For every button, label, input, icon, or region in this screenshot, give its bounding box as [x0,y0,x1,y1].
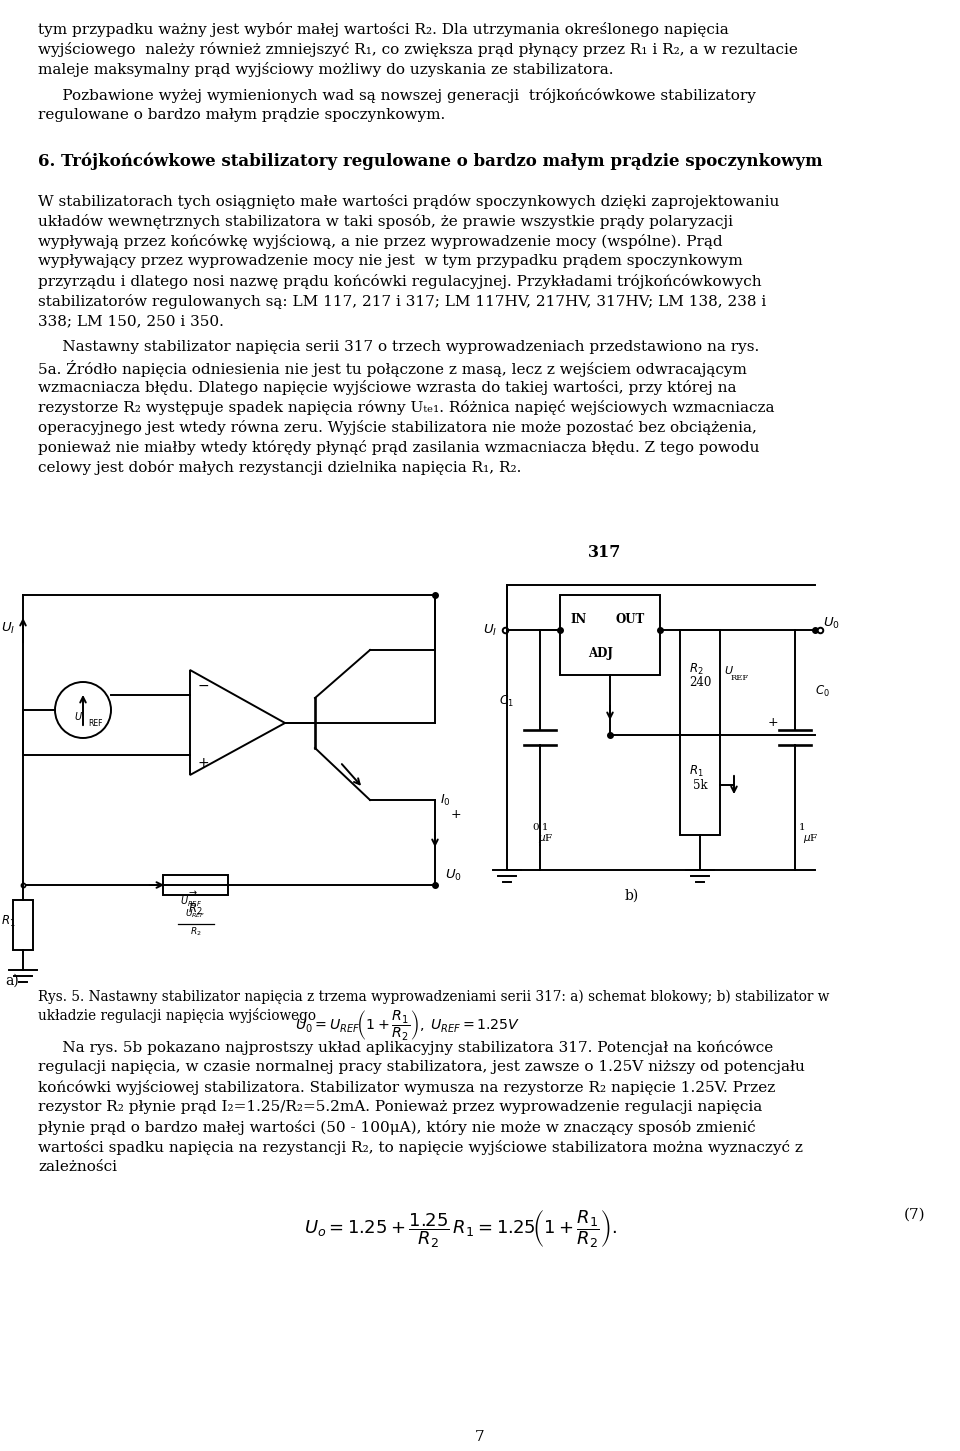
Text: 0.1: 0.1 [532,823,548,831]
Text: wzmacniacza błędu. Dlatego napięcie wyjściowe wzrasta do takiej wartości, przy k: wzmacniacza błędu. Dlatego napięcie wyjś… [38,380,736,395]
Text: Pozbawione wyżej wymienionych wad są nowszej generacji  trójkońcówkowe stabiliza: Pozbawione wyżej wymienionych wad są now… [38,89,756,103]
Bar [560,595,660,675]
Text: $\mu$F: $\mu$F [803,831,819,844]
Text: REF: REF [731,675,749,682]
Text: $-$: $-$ [197,678,209,692]
Text: Rys. 5. Nastawny stabilizator napięcia z trzema wyprowadzeniami serii 317: a) sc: Rys. 5. Nastawny stabilizator napięcia z… [38,990,829,1004]
Text: $U_0$: $U_0$ [823,615,840,631]
Text: ponieważ nie miałby wtedy którędy płynąć prąd zasilania wzmacniacza błędu. Z teg: ponieważ nie miałby wtedy którędy płynąć… [38,440,759,456]
Text: $R_1$: $R_1$ [1,914,15,929]
Text: $+$: $+$ [450,808,461,821]
Text: wypływający przez wyprowadzenie mocy nie jest  w tym przypadku prądem spoczynkow: wypływający przez wyprowadzenie mocy nie… [38,254,743,268]
Text: układów wewnętrznych stabilizatora w taki sposób, że prawie wszystkie prądy pola: układów wewnętrznych stabilizatora w tak… [38,213,733,229]
Text: $\overrightarrow{U_{REF}}$: $\overrightarrow{U_{REF}}$ [180,889,203,908]
Text: maleje maksymalny prąd wyjściowy możliwy do uzyskania ze stabilizatora.: maleje maksymalny prąd wyjściowy możliwy… [38,62,613,77]
Bar [680,630,720,736]
Text: wypływają przez końcówkę wyjściową, a nie przez wyprowadzenie mocy (wspólne). Pr: wypływają przez końcówkę wyjściową, a ni… [38,234,723,250]
Text: Nastawny stabilizator napięcia serii 317 o trzech wyprowadzeniach przedstawiono : Nastawny stabilizator napięcia serii 317… [38,340,759,354]
Text: 240: 240 [689,676,711,689]
Text: $R_2$: $R_2$ [688,662,704,676]
Text: $+$: $+$ [767,717,779,730]
Text: $\mu$F: $\mu$F [538,831,554,844]
Bar [163,875,228,895]
Text: rezystorze R₂ występuje spadek napięcia równy Uₜₑ₁. Różnica napięć wejściowych w: rezystorze R₂ występuje spadek napięcia … [38,400,775,415]
Bar [680,736,720,834]
Text: OUT: OUT [615,612,644,625]
Text: $U_0 = U_{REF}\!\left(1+\dfrac{R_1}{R_2}\right),\;U_{REF} = 1.25V$: $U_0 = U_{REF}\!\left(1+\dfrac{R_1}{R_2}… [295,1008,520,1042]
Text: $R_2$: $R_2$ [190,924,202,937]
Text: b): b) [625,889,639,903]
Text: operacyjnego jest wtedy równa zeru. Wyjście stabilizatora nie może pozostać bez : operacyjnego jest wtedy równa zeru. Wyjś… [38,419,756,435]
Text: REF: REF [88,718,103,727]
Text: IN: IN [570,612,587,625]
Text: $R_2$: $R_2$ [188,903,203,917]
Text: W stabilizatorach tych osiągnięto małe wartości prądów spoczynkowych dzięki zapr: W stabilizatorach tych osiągnięto małe w… [38,194,780,209]
Text: 6. Trójkońcówkowe stabilizatory regulowane o bardzo małym prądzie spoczynkowym: 6. Trójkońcówkowe stabilizatory regulowa… [38,152,823,170]
Text: $I_0$: $I_0$ [440,792,450,808]
Text: układzie regulacji napięcia wyjściowego: układzie regulacji napięcia wyjściowego [38,1008,316,1023]
Text: końcówki wyjściowej stabilizatora. Stabilizator wymusza na rezystorze R₂ napięci: końcówki wyjściowej stabilizatora. Stabi… [38,1080,776,1096]
Text: $C_1$: $C_1$ [499,694,514,710]
Text: $U_o = 1.25 + \dfrac{1.25}{R_2}\,R_1 = 1.25\!\left(1 + \dfrac{R_1}{R_2}\right).$: $U_o = 1.25 + \dfrac{1.25}{R_2}\,R_1 = 1… [303,1209,616,1249]
Text: 338; LM 150, 250 i 350.: 338; LM 150, 250 i 350. [38,313,224,328]
Text: stabilizatorów regulowanych są: LM 117, 217 i 317; LM 117HV, 217HV, 317HV; LM 13: stabilizatorów regulowanych są: LM 117, … [38,295,766,309]
Text: 317: 317 [588,544,622,562]
Text: $U_0$: $U_0$ [445,868,462,882]
Text: $R_1$: $R_1$ [688,765,704,779]
Text: $C_0$: $C_0$ [815,683,829,699]
Text: 1: 1 [799,823,805,831]
Text: zależności: zależności [38,1159,117,1174]
Text: rezystor R₂ płynie prąd I₂=1.25/R₂=5.2mA. Ponieważ przez wyprowadzenie regulacji: rezystor R₂ płynie prąd I₂=1.25/R₂=5.2mA… [38,1100,762,1114]
Bar [13,900,33,950]
Text: $U_I$: $U_I$ [1,621,15,636]
Text: 5a. Źródło napięcia odniesienia nie jest tu połączone z masą, lecz z wejściem od: 5a. Źródło napięcia odniesienia nie jest… [38,360,747,377]
Text: celowy jest dobór małych rezystancji dzielnika napięcia R₁, R₂.: celowy jest dobór małych rezystancji dzi… [38,460,521,474]
Text: ADJ: ADJ [588,647,613,660]
Text: $+$: $+$ [197,756,209,770]
Text: regulowane o bardzo małym prądzie spoczynkowym.: regulowane o bardzo małym prądzie spoczy… [38,107,445,122]
Text: (7): (7) [903,1209,925,1222]
Text: przyrządu i dlatego nosi nazwę prądu końcówki regulacyjnej. Przykładami trójkońc: przyrządu i dlatego nosi nazwę prądu koń… [38,274,761,289]
Text: płynie prąd o bardzo małej wartości (50 - 100μA), który nie może w znaczący spos: płynie prąd o bardzo małej wartości (50 … [38,1120,756,1135]
Text: tym przypadku ważny jest wybór małej wartości R₂. Dla utrzymania określonego nap: tym przypadku ważny jest wybór małej war… [38,22,729,36]
Text: 5k: 5k [693,779,708,792]
Text: $U$: $U$ [724,665,734,676]
Text: Na rys. 5b pokazano najprostszy układ aplikacyjny stabilizatora 317. Potencjał n: Na rys. 5b pokazano najprostszy układ ap… [38,1040,773,1055]
Text: wyjściowego  należy również zmniejszyć R₁, co zwiększa prąd płynący przez R₁ i R: wyjściowego należy również zmniejszyć R₁… [38,42,798,57]
Text: regulacji napięcia, w czasie normalnej pracy stabilizatora, jest zawsze o 1.25V : regulacji napięcia, w czasie normalnej p… [38,1061,804,1074]
Text: wartości spadku napięcia na rezystancji R₂, to napięcie wyjściowe stabilizatora : wartości spadku napięcia na rezystancji … [38,1140,803,1155]
Text: a): a) [5,974,19,988]
Text: $U_{REF}$: $U_{REF}$ [185,907,205,920]
Text: $U_I$: $U_I$ [483,622,497,637]
Text: 7: 7 [475,1431,485,1444]
Text: $U$: $U$ [74,710,83,723]
